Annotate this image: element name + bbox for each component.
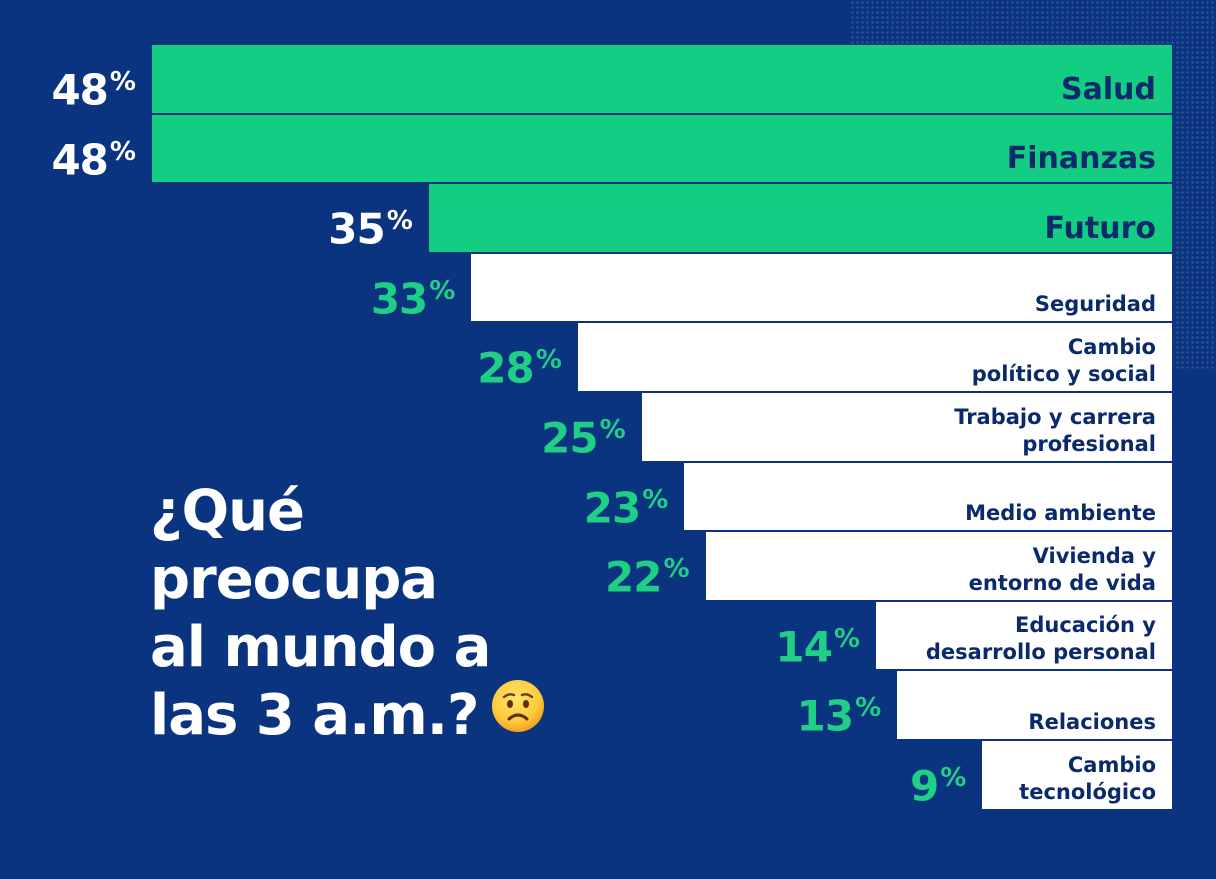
bar-value-number: 35 <box>328 204 385 254</box>
bar-category-label: Finanzas <box>1006 141 1156 177</box>
bar-value-suffix: % <box>386 206 413 237</box>
bar-category-label: Cambio tecnológico <box>1019 752 1156 804</box>
bar-value-label: 35% <box>328 197 413 254</box>
bar-3: Futuro <box>427 183 1173 253</box>
bar-9: Educación y desarrollo personal <box>874 600 1173 671</box>
bar-value-label: 28% <box>477 336 562 393</box>
headline-line-3: al mundo a <box>150 615 491 680</box>
bar-value-number: 28 <box>477 343 534 393</box>
bar-value-suffix: % <box>109 136 136 167</box>
bar-value-suffix: % <box>940 763 966 793</box>
bar-value-suffix: % <box>429 275 455 306</box>
bar-4: Seguridad <box>470 252 1173 323</box>
bar-value-number: 48 <box>51 134 108 184</box>
bar-value-suffix: % <box>535 345 562 376</box>
bar-value-number: 14 <box>775 622 832 672</box>
worried-face-icon <box>490 678 546 750</box>
headline-line-1: ¿Qué <box>150 479 305 544</box>
bar-category-label: Medio ambiente <box>965 501 1156 526</box>
bar-value-label: 9% <box>910 754 966 811</box>
bar-value-number: 48 <box>51 65 108 115</box>
bar-value-label: 48% <box>51 58 136 115</box>
bar-11: Cambio tecnológico <box>981 740 1173 810</box>
bar-value-label: 13% <box>796 684 882 741</box>
bar-category-label: Cambio político y social <box>971 334 1156 386</box>
bar-category-label: Trabajo y carrera profesional <box>954 404 1156 456</box>
bar-category-label: Futuro <box>1044 210 1156 246</box>
bar-1: Salud <box>151 44 1173 114</box>
bar-category-label: Seguridad <box>1034 292 1156 317</box>
headline-line-4-text: las 3 a.m.? <box>150 683 479 748</box>
bar-value-number: 13 <box>796 691 854 741</box>
bar-value-number: 22 <box>605 552 662 602</box>
bar-category-label: Educación y desarrollo personal <box>925 613 1156 665</box>
bar-value-suffix: % <box>599 415 626 445</box>
bar-7: Medio ambiente <box>683 461 1173 532</box>
bar-value-number: 23 <box>583 482 641 532</box>
bar-6: Trabajo y carrera profesional <box>640 392 1173 462</box>
bar-value-label: 14% <box>775 615 860 672</box>
bar-category-label: Vivienda y entorno de vida <box>968 543 1156 595</box>
headline-line-4: las 3 a.m.? <box>150 679 546 750</box>
bar-value-suffix: % <box>109 67 136 97</box>
bar-value-suffix: % <box>833 623 860 654</box>
bar-value-suffix: % <box>663 554 690 585</box>
bar-value-number: 25 <box>541 413 598 463</box>
bar-2: Finanzas <box>151 113 1173 184</box>
bar-value-suffix: % <box>855 693 881 724</box>
bar-value-number: 33 <box>370 274 428 324</box>
bar-category-label: Salud <box>1061 71 1156 107</box>
bar-category-label: Relaciones <box>1028 709 1156 734</box>
headline: ¿Qué preocupa al mundo a las 3 a.m.? <box>150 478 546 750</box>
bar-8: Vivienda y entorno de vida <box>704 531 1173 601</box>
bar-value-suffix: % <box>642 484 668 515</box>
bar-value-label: 48% <box>51 128 136 184</box>
bar-value-label: 23% <box>583 476 669 532</box>
bar-value-label: 22% <box>605 545 690 602</box>
bar-value-label: 33% <box>370 267 456 324</box>
bar-5: Cambio político y social <box>576 322 1173 392</box>
bar-value-number: 9 <box>910 761 939 811</box>
bar-10: Relaciones <box>896 670 1173 740</box>
bar-value-label: 25% <box>541 406 626 463</box>
headline-line-2: preocupa <box>150 547 438 612</box>
